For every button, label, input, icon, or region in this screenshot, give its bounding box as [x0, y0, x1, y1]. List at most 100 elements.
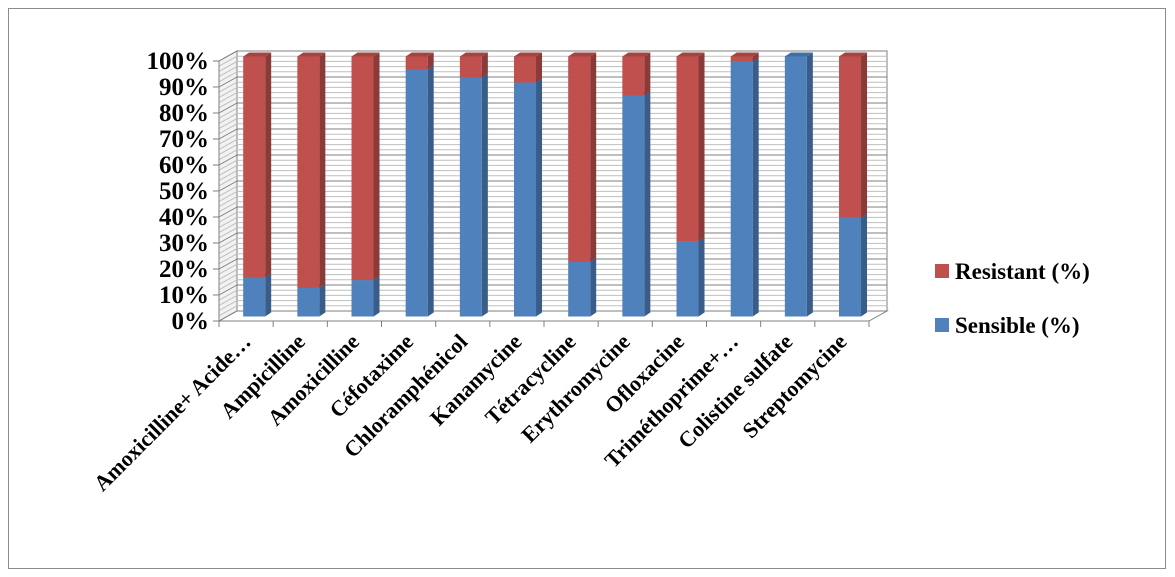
- gridline-side: [218, 60, 238, 72]
- bar-top: [730, 52, 759, 57]
- gridline-side: [218, 196, 238, 208]
- bar-side: [861, 213, 868, 317]
- bar-side: [644, 91, 651, 317]
- bar-segment-resistant: [568, 52, 597, 262]
- y-tick-label: 20%: [159, 256, 209, 283]
- bar-front: [351, 280, 374, 317]
- gridline-side: [218, 237, 238, 249]
- bar-segment-resistant: [730, 52, 759, 62]
- bar-segment-sensible: [459, 73, 488, 317]
- y-tick-label: 10%: [159, 282, 209, 309]
- y-tick-label: 80%: [159, 100, 209, 127]
- legend-swatch: [935, 264, 949, 278]
- bar-front: [405, 56, 428, 70]
- gridline-side: [218, 305, 238, 317]
- bars-layer: [243, 52, 868, 317]
- bar-side: [373, 52, 380, 281]
- bar-side: [373, 276, 380, 317]
- bar-segment-sensible: [297, 283, 326, 317]
- gridline-side: [218, 216, 238, 228]
- bar-side: [752, 57, 759, 317]
- bar-top: [459, 52, 488, 57]
- bar-segment-sensible: [514, 78, 543, 317]
- y-tick-label: 50%: [159, 178, 209, 205]
- gridline-side: [218, 71, 238, 83]
- bar-segment-resistant: [243, 52, 272, 278]
- legend-label: Sensible (%): [955, 313, 1080, 338]
- legend-item: Resistant (%): [935, 259, 1090, 284]
- legend: Resistant (%) Sensible (%): [935, 259, 1090, 338]
- bar-segment-sensible: [351, 276, 380, 317]
- bar-top: [514, 52, 543, 57]
- gridline-side: [218, 159, 238, 171]
- bar-top: [405, 52, 434, 57]
- gridline-side: [218, 263, 238, 275]
- bar-side: [536, 78, 543, 317]
- bar-side: [427, 52, 434, 70]
- bar-front: [839, 56, 862, 218]
- bar-top: [784, 52, 813, 57]
- bar-front: [514, 56, 537, 83]
- bar-segment-resistant: [405, 52, 434, 70]
- gridline-side: [218, 300, 238, 312]
- gridline-side: [218, 185, 238, 197]
- bar-front: [243, 277, 266, 317]
- bar-front: [243, 56, 266, 278]
- bar-front: [784, 56, 807, 317]
- legend-label: Resistant (%): [955, 259, 1090, 284]
- bar-front: [730, 56, 753, 62]
- bar-front: [622, 56, 645, 96]
- y-tick-label: 60%: [159, 152, 209, 179]
- y-tick-label: 90%: [159, 74, 209, 101]
- gridline-side: [218, 50, 238, 62]
- bar-top: [676, 52, 705, 57]
- gridline-side: [218, 222, 238, 234]
- gridline-side: [218, 66, 238, 78]
- gridline-side: [218, 154, 238, 166]
- gridline-side: [218, 102, 238, 114]
- bar-front: [568, 261, 591, 317]
- gridline-side: [218, 190, 238, 202]
- bar-front: [405, 69, 428, 317]
- gridline-side: [218, 284, 238, 296]
- gridline-side: [218, 279, 238, 291]
- y-tick-label: 0%: [172, 308, 210, 335]
- gridline-side: [218, 206, 238, 218]
- bar-top: [351, 52, 380, 57]
- bar-side: [481, 73, 488, 317]
- stacked-bar-chart: 0%10%20%30%40%50%60%70%80%90%100% Amoxic…: [89, 48, 1090, 496]
- bar-top: [243, 52, 272, 57]
- gridline-side: [218, 149, 238, 161]
- bar-front: [622, 95, 645, 317]
- bar-segment-sensible: [568, 257, 597, 317]
- bar-front: [676, 241, 699, 317]
- legend-swatch: [935, 318, 949, 332]
- bar-side: [698, 237, 705, 317]
- bar-side: [265, 273, 272, 317]
- gridline-side: [218, 211, 238, 223]
- bar-side: [644, 52, 651, 96]
- bar-top: [568, 52, 597, 57]
- bar-segment-resistant: [839, 52, 868, 218]
- bar-top: [839, 52, 868, 57]
- y-tick-label: 70%: [159, 126, 209, 153]
- x-tick-labels: Amoxicilline+ Acide…AmpicillineAmoxicill…: [89, 329, 852, 496]
- gridline-side: [218, 289, 238, 301]
- gridline-side: [218, 310, 238, 322]
- legend-item: Sensible (%): [935, 313, 1080, 338]
- gridline-side: [218, 133, 238, 145]
- bar-side: [590, 52, 597, 262]
- bar-top: [297, 52, 326, 57]
- bar-side: [806, 52, 813, 317]
- gridline-side: [218, 97, 238, 109]
- y-tick-label: 40%: [159, 204, 209, 231]
- gridline-side: [218, 107, 238, 119]
- bar-side: [861, 52, 868, 218]
- bar-side: [752, 52, 759, 62]
- bar-front: [297, 287, 320, 317]
- bar-side: [698, 52, 705, 242]
- chart-frame: 0% 10% 20% 30% 40% 50% 60% 70% 80% 90% 100% Amoxic…: [8, 8, 1166, 569]
- bar-segment-resistant: [676, 52, 705, 242]
- bar-side: [319, 283, 326, 317]
- gridline-side: [218, 294, 238, 306]
